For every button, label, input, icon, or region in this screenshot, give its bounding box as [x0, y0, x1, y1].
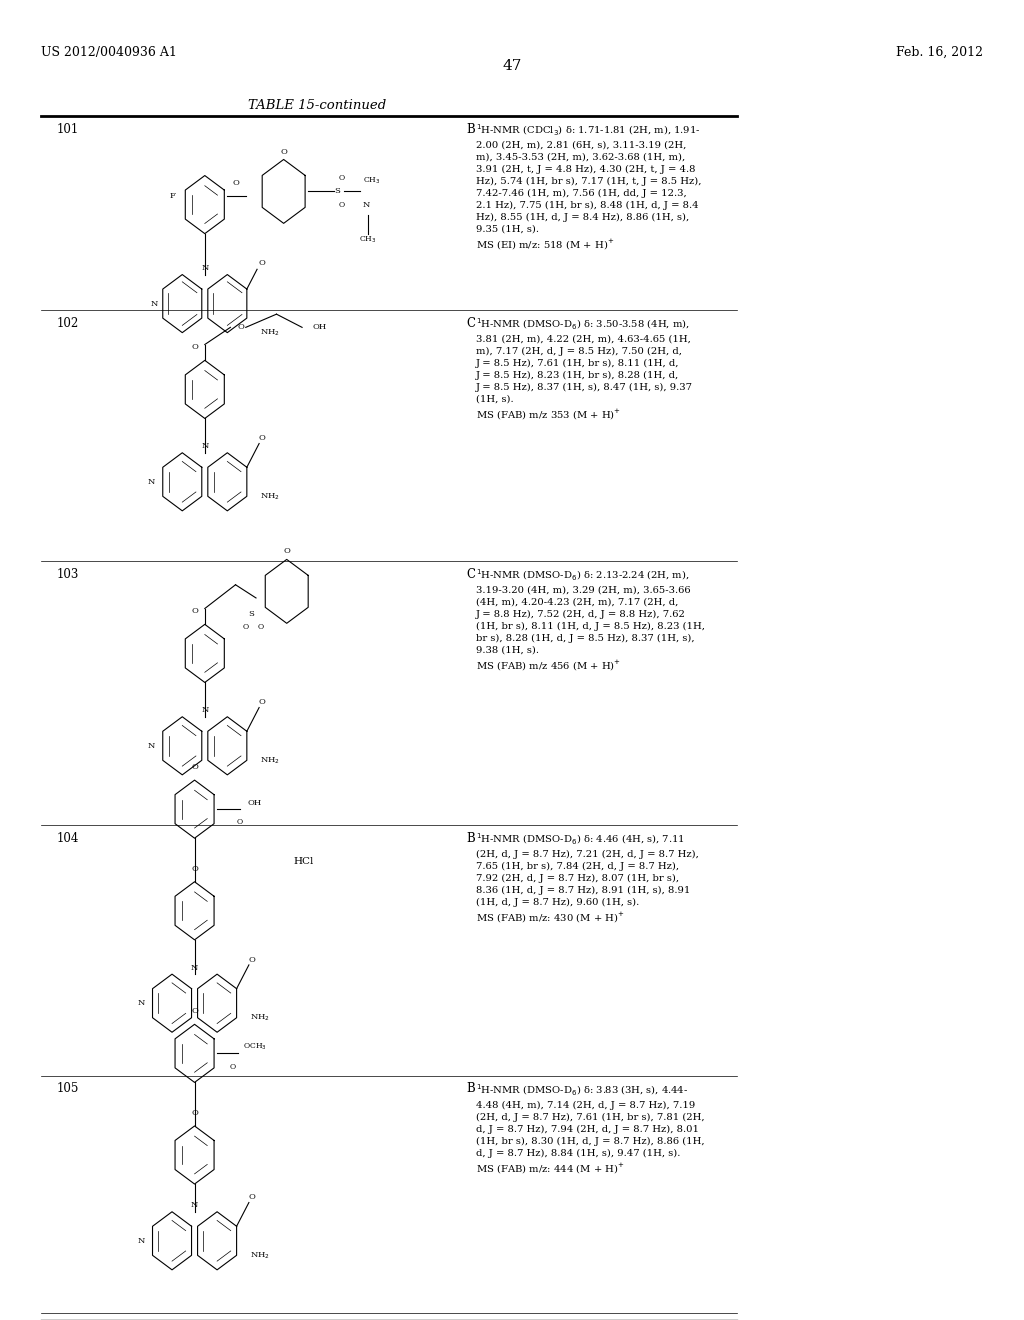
Text: 47: 47	[503, 59, 521, 74]
Text: NH$_2$: NH$_2$	[260, 755, 280, 766]
Text: N: N	[201, 264, 209, 272]
Text: O: O	[259, 434, 265, 442]
Text: NH$_2$: NH$_2$	[250, 1012, 269, 1023]
Text: B: B	[466, 1082, 475, 1096]
Text: O: O	[259, 259, 265, 267]
Text: O: O	[259, 698, 265, 706]
Text: 105: 105	[56, 1082, 79, 1096]
Text: O: O	[338, 201, 344, 209]
Text: N: N	[151, 300, 159, 308]
Text: N: N	[147, 742, 156, 750]
Text: O: O	[281, 148, 287, 156]
Text: OH: OH	[312, 323, 327, 331]
Text: C: C	[466, 317, 475, 330]
Text: N: N	[137, 999, 145, 1007]
Text: O: O	[191, 1109, 198, 1117]
Text: S: S	[248, 610, 254, 618]
Text: O: O	[284, 548, 290, 556]
Text: $^{1}$H-NMR (CDCl$_{3}$) δ: 1.71-1.81 (2H, m), 1.91-
2.00 (2H, m), 2.81 (6H, s),: $^{1}$H-NMR (CDCl$_{3}$) δ: 1.71-1.81 (2…	[476, 123, 701, 252]
Text: O: O	[258, 623, 264, 631]
Text: O: O	[249, 1193, 255, 1201]
Text: N: N	[201, 706, 209, 714]
Text: CH$_3$: CH$_3$	[362, 176, 380, 186]
Text: O: O	[237, 818, 243, 826]
Text: N: N	[137, 1237, 145, 1245]
Text: N: N	[190, 964, 199, 972]
Text: O: O	[191, 865, 198, 873]
Text: S: S	[334, 187, 340, 195]
Text: NH$_2$: NH$_2$	[260, 327, 280, 338]
Text: O: O	[191, 343, 198, 351]
Text: TABLE 15-continued: TABLE 15-continued	[248, 99, 387, 112]
Text: $^{1}$H-NMR (DMSO-D$_{6}$) δ: 4.46 (4H, s), 7.11
(2H, d, J = 8.7 Hz), 7.21 (2H, : $^{1}$H-NMR (DMSO-D$_{6}$) δ: 4.46 (4H, …	[476, 832, 699, 925]
Text: Feb. 16, 2012: Feb. 16, 2012	[896, 46, 983, 59]
Text: O: O	[249, 956, 255, 964]
Text: O: O	[232, 180, 240, 187]
Text: $^{1}$H-NMR (DMSO-D$_{6}$) δ: 2.13-2.24 (2H, m),
3.19-3.20 (4H, m), 3.29 (2H, m): $^{1}$H-NMR (DMSO-D$_{6}$) δ: 2.13-2.24 …	[476, 568, 706, 673]
Text: US 2012/0040936 A1: US 2012/0040936 A1	[41, 46, 177, 59]
Text: O: O	[338, 174, 344, 182]
Text: NH$_2$: NH$_2$	[250, 1250, 269, 1261]
Text: O: O	[191, 763, 198, 771]
Text: OH: OH	[248, 799, 262, 807]
Text: C: C	[466, 568, 475, 581]
Text: F: F	[169, 191, 175, 199]
Text: $^{1}$H-NMR (DMSO-D$_{6}$) δ: 3.83 (3H, s), 4.44-
4.48 (4H, m), 7.14 (2H, d, J =: $^{1}$H-NMR (DMSO-D$_{6}$) δ: 3.83 (3H, …	[476, 1082, 705, 1176]
Text: 104: 104	[56, 832, 79, 845]
Text: N: N	[201, 442, 209, 450]
Text: N: N	[190, 1201, 199, 1209]
Text: HCl: HCl	[294, 858, 314, 866]
Text: O: O	[238, 323, 244, 331]
Text: 101: 101	[56, 123, 79, 136]
Text: O: O	[191, 1007, 198, 1015]
Text: 102: 102	[56, 317, 79, 330]
Text: N: N	[147, 478, 156, 486]
Text: $^{1}$H-NMR (DMSO-D$_{6}$) δ: 3.50-3.58 (4H, m),
3.81 (2H, m), 4.22 (2H, m), 4.6: $^{1}$H-NMR (DMSO-D$_{6}$) δ: 3.50-3.58 …	[476, 317, 693, 422]
Text: B: B	[466, 123, 475, 136]
Text: O: O	[229, 1063, 236, 1071]
Text: OCH$_3$: OCH$_3$	[243, 1041, 266, 1052]
Text: 103: 103	[56, 568, 79, 581]
Text: CH$_3$: CH$_3$	[359, 235, 377, 246]
Text: O: O	[191, 607, 198, 615]
Text: N: N	[362, 201, 370, 209]
Text: B: B	[466, 832, 475, 845]
Text: NH$_2$: NH$_2$	[260, 491, 280, 502]
Text: O: O	[243, 623, 249, 631]
